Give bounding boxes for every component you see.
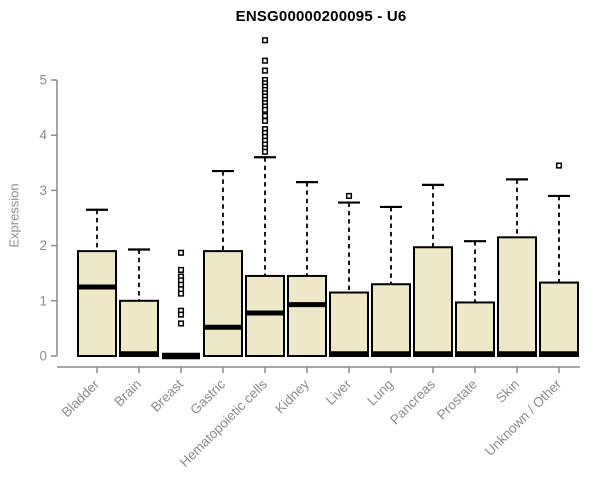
x-category-label-lung: Lung [364, 377, 396, 409]
outlier-point-breast [177, 266, 185, 273]
x-category-label-skin: Skin [493, 377, 522, 406]
x-category-label-brain: Brain [111, 377, 144, 410]
outlier-point-breast [177, 320, 185, 327]
outlier-point-hematopoietic-cells [261, 37, 269, 44]
outlier-point-breast [177, 311, 185, 318]
box-gastric [203, 250, 243, 357]
outlier-point-hematopoietic-cells [261, 67, 269, 74]
x-category-label-pancreas: Pancreas [387, 376, 438, 427]
y-tick-label: 3 [39, 183, 47, 198]
box-lung [371, 283, 411, 357]
chart-title: ENSG00000200095 - U6 [235, 8, 407, 25]
y-tick-label: 0 [39, 349, 47, 364]
x-category-label-gastric: Gastric [187, 376, 228, 417]
outlier-point-liver [345, 192, 353, 199]
box-skin [497, 236, 537, 358]
outlier-point-hematopoietic-cells [261, 57, 269, 64]
y-tick-label: 4 [39, 128, 47, 143]
x-category-label-bladder: Bladder [59, 376, 103, 420]
outlier-point-unknown-other [555, 162, 563, 169]
x-category-label-breast: Breast [148, 376, 186, 414]
outlier-point-breast [177, 290, 185, 297]
box-pancreas [413, 246, 453, 357]
box-hematopoietic-cells [245, 274, 285, 357]
x-category-label-prostate: Prostate [434, 377, 480, 423]
y-tick-label: 1 [39, 293, 47, 308]
box-kidney [287, 274, 327, 357]
outlier-point-breast [177, 249, 185, 256]
box-liver [329, 291, 369, 357]
box-prostate [455, 301, 495, 357]
x-category-label-unknown-other: Unknown / Other [482, 376, 565, 459]
y-tick-label: 5 [39, 73, 47, 88]
box-unknown-other [539, 281, 579, 358]
outlier-point-hematopoietic-cells [261, 117, 269, 124]
outlier-point-hematopoietic-cells [261, 148, 269, 155]
box-brain [119, 299, 159, 357]
outlier-point-hematopoietic-cells [261, 106, 269, 113]
x-category-label-kidney: Kidney [272, 376, 312, 416]
y-axis-label: Expression [6, 183, 22, 248]
box-bladder [77, 250, 117, 357]
x-category-label-liver: Liver [323, 376, 355, 408]
y-tick-label: 2 [39, 238, 47, 253]
outlier-point-hematopoietic-cells [261, 112, 269, 119]
